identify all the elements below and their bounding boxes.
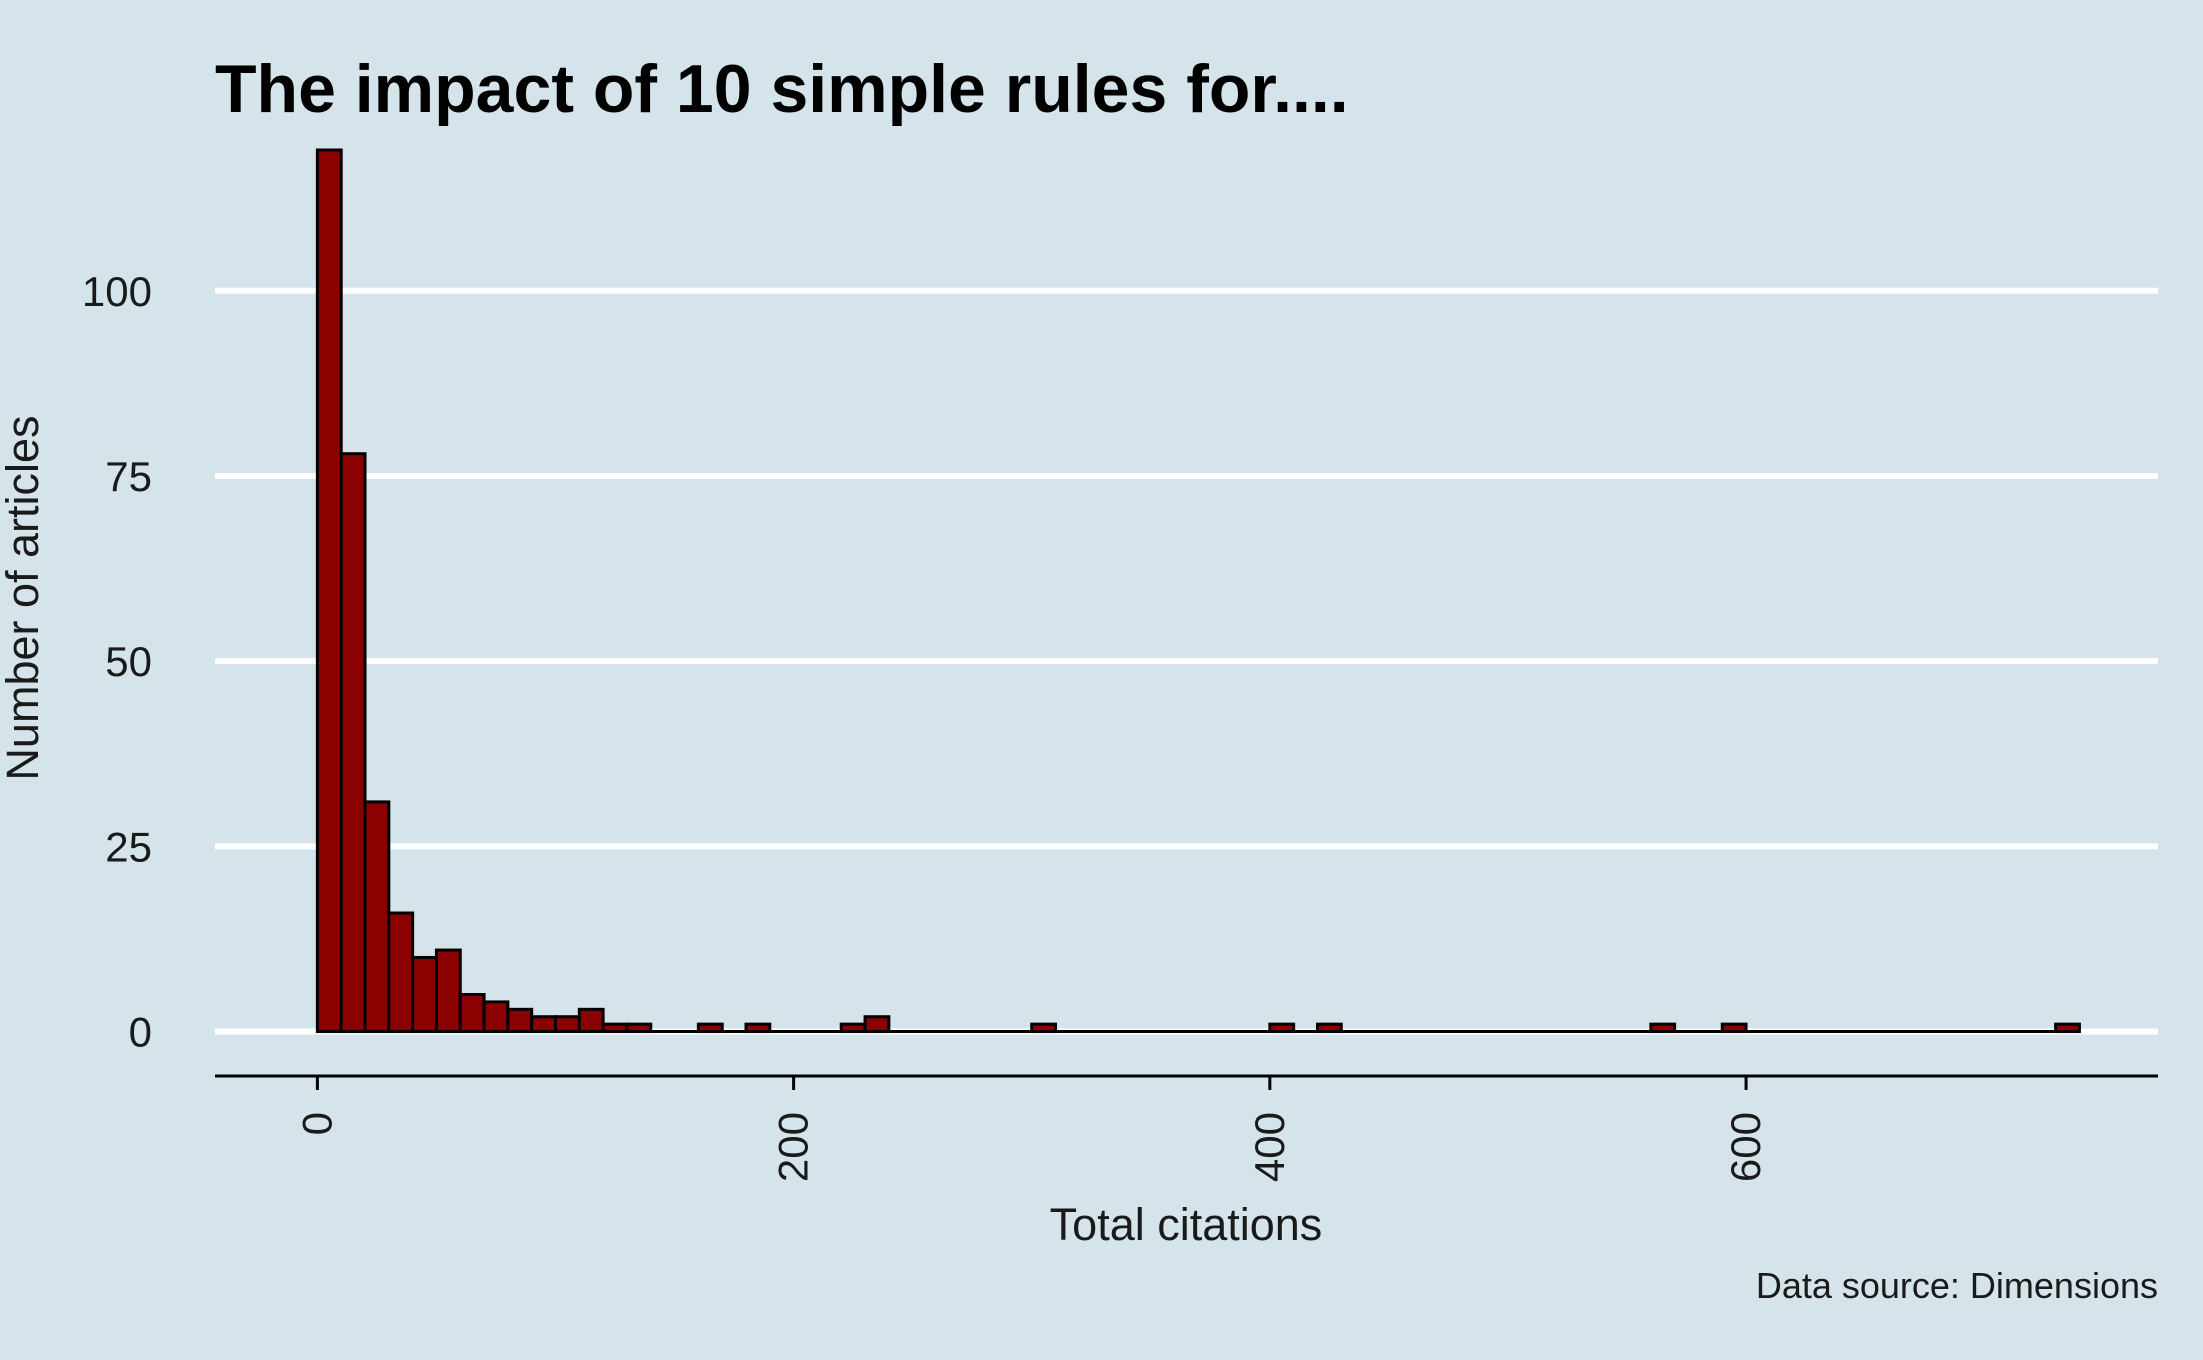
histogram-bar-230 [863,1015,891,1034]
histogram-bar-400 [1268,1022,1296,1034]
histogram-bar-30 [387,911,415,1034]
y-tick-label-0: 0 [129,1009,152,1056]
histogram-bar-160 [696,1022,724,1034]
x-axis-title: Total citations [1050,1199,1323,1250]
x-tick-label-0: 0 [293,1112,340,1135]
histogram-bar-70 [482,1000,510,1034]
x-tick-labels: 0 200 400 600 [293,1076,1769,1182]
histogram-bar-560 [1649,1022,1677,1034]
histogram-bar-110 [577,1007,605,1034]
y-tick-label-25: 25 [105,823,152,870]
histogram-bar-590 [1720,1022,1748,1034]
histogram-bar-120 [601,1022,629,1034]
histogram-bar-40 [411,955,438,1034]
histogram-bar-60 [458,993,486,1034]
y-tick-label-75: 75 [105,453,152,500]
histogram-bars [315,148,2081,1034]
histogram-bar-90 [530,1015,558,1034]
histogram-bar-20 [363,800,391,1034]
gridlines [215,287,2158,1035]
histogram-bar-300 [1030,1022,1058,1034]
histogram-bar-50 [434,948,462,1034]
y-tick-label-100: 100 [82,268,152,315]
histogram-bar-100 [554,1015,581,1034]
data-source-caption: Data source: Dimensions [1756,1265,2158,1306]
histogram-bar-180 [744,1022,772,1034]
histogram-bar-220 [839,1022,867,1034]
histogram-bar-10 [339,452,367,1034]
y-tick-labels: 0 25 50 75 100 [82,268,152,1056]
x-tick-label-200: 200 [770,1112,817,1182]
histogram-bar-730 [2054,1022,2081,1034]
histogram-bar-420 [1315,1022,1343,1034]
histogram-bar-80 [506,1007,534,1034]
x-tick-label-400: 400 [1246,1112,1293,1182]
y-tick-label-50: 50 [105,638,152,685]
histogram-bar-0 [315,148,343,1034]
chart-title: The impact of 10 simple rules for.... [215,51,1349,127]
x-tick-label-600: 600 [1722,1112,1769,1182]
histogram-bar-130 [625,1022,653,1034]
y-axis-title: Number of articles [0,415,48,780]
